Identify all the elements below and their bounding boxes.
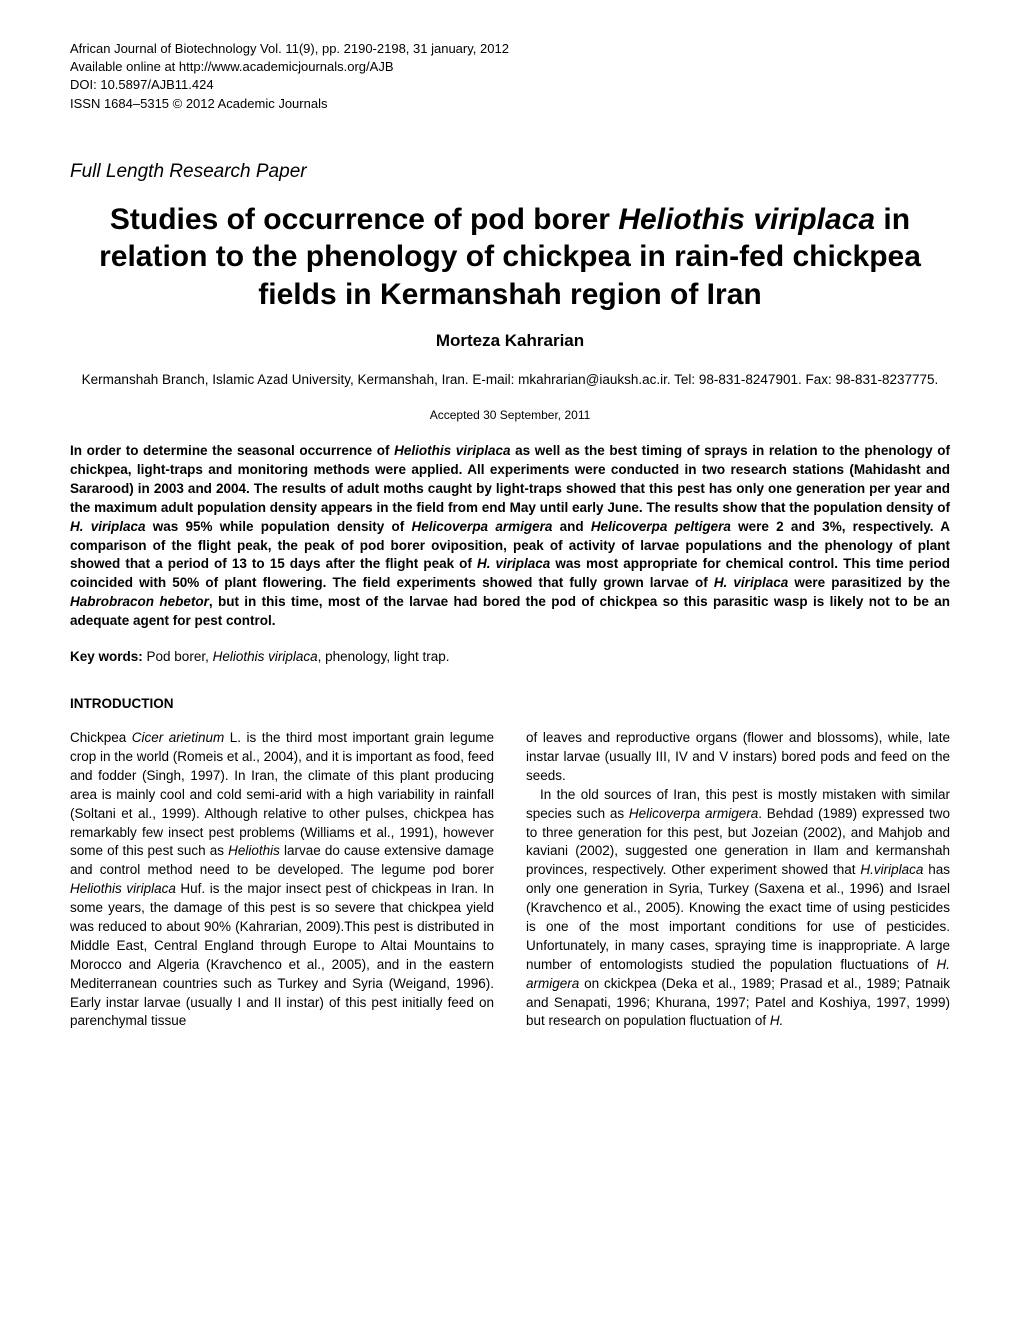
journal-doi: DOI: 10.5897/AJB11.424 — [70, 76, 950, 94]
title-part-1: Studies of occurrence of pod borer — [110, 203, 618, 236]
journal-header: African Journal of Biotechnology Vol. 11… — [70, 40, 950, 113]
left-column: Chickpea Cicer arietinum L. is the third… — [70, 729, 494, 1031]
journal-issn: ISSN 1684–5315 © 2012 Academic Journals — [70, 95, 950, 113]
right-column: of leaves and reproductive organs (flowe… — [526, 729, 950, 1031]
journal-citation: African Journal of Biotechnology Vol. 11… — [70, 40, 950, 58]
abstract-block: In order to determine the seasonal occur… — [70, 442, 950, 631]
paper-type-label: Full Length Research Paper — [70, 161, 950, 183]
journal-url: Available online at http://www.academicj… — [70, 58, 950, 76]
title-species: Heliothis viriplaca — [618, 203, 875, 236]
body-columns: Chickpea Cicer arietinum L. is the third… — [70, 729, 950, 1031]
right-column-p1: of leaves and reproductive organs (flowe… — [526, 729, 950, 786]
author-affiliation: Kermanshah Branch, Islamic Azad Universi… — [70, 371, 950, 390]
author-name: Morteza Kahrarian — [70, 331, 950, 351]
accepted-date: Accepted 30 September, 2011 — [70, 408, 950, 422]
keywords-label: Key words: — [70, 649, 143, 664]
introduction-heading: INTRODUCTION — [70, 696, 950, 711]
paper-title: Studies of occurrence of pod borer Helio… — [70, 201, 950, 314]
keywords-block: Key words: Pod borer, Heliothis viriplac… — [70, 649, 950, 664]
